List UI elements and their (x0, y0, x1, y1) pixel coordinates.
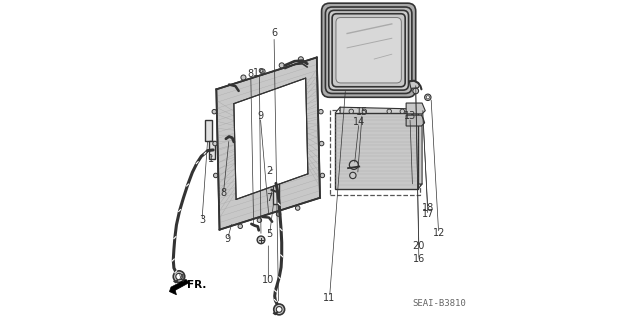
Circle shape (214, 173, 218, 178)
Circle shape (298, 57, 303, 62)
Bar (274, 164, 280, 182)
Text: 9: 9 (257, 111, 264, 122)
Bar (273, 184, 279, 204)
Text: 6: 6 (271, 28, 277, 39)
Polygon shape (170, 279, 189, 295)
Polygon shape (335, 113, 419, 189)
Circle shape (212, 109, 216, 114)
Text: 16: 16 (413, 254, 425, 264)
Text: 3: 3 (199, 215, 205, 225)
Circle shape (173, 271, 185, 282)
Polygon shape (410, 81, 420, 88)
Circle shape (257, 236, 265, 244)
Text: 10: 10 (262, 275, 275, 285)
FancyBboxPatch shape (325, 7, 412, 93)
Circle shape (274, 304, 285, 315)
Text: 7: 7 (266, 193, 273, 204)
Text: 13: 13 (404, 111, 416, 122)
Text: 14: 14 (353, 117, 365, 127)
Text: 11: 11 (323, 293, 336, 303)
Circle shape (319, 109, 323, 114)
Circle shape (349, 160, 358, 169)
Bar (209, 141, 215, 159)
Bar (340, 118, 413, 184)
Circle shape (349, 109, 353, 114)
Text: 17: 17 (422, 209, 434, 219)
Text: 19: 19 (253, 68, 266, 78)
Circle shape (260, 69, 265, 74)
Text: 1: 1 (208, 154, 214, 165)
Circle shape (296, 206, 300, 210)
Text: 9: 9 (225, 234, 230, 244)
Bar (330, 110, 420, 195)
Circle shape (276, 212, 281, 216)
Circle shape (424, 94, 431, 100)
Circle shape (387, 109, 392, 114)
Circle shape (400, 109, 404, 114)
Circle shape (276, 307, 282, 312)
Circle shape (413, 88, 419, 94)
Polygon shape (406, 103, 425, 114)
Text: 8: 8 (248, 69, 254, 79)
Circle shape (238, 224, 243, 228)
Text: 18: 18 (422, 203, 434, 213)
Text: 5: 5 (266, 228, 273, 239)
Circle shape (212, 141, 217, 146)
Circle shape (426, 96, 429, 99)
FancyBboxPatch shape (336, 18, 401, 83)
Text: 15: 15 (356, 107, 368, 117)
Bar (205, 120, 212, 141)
Text: SEAI-B3810: SEAI-B3810 (413, 299, 467, 308)
Text: 2: 2 (266, 166, 272, 176)
Text: 8: 8 (220, 188, 227, 198)
Text: 4: 4 (178, 274, 184, 284)
Polygon shape (216, 57, 320, 230)
Circle shape (349, 172, 356, 179)
FancyBboxPatch shape (329, 11, 408, 90)
Text: 12: 12 (433, 228, 445, 238)
Polygon shape (234, 78, 308, 199)
Polygon shape (340, 107, 422, 184)
Circle shape (319, 141, 324, 146)
Circle shape (362, 109, 367, 114)
Text: 20: 20 (413, 241, 425, 251)
Circle shape (320, 173, 324, 178)
Circle shape (241, 75, 246, 80)
Circle shape (176, 273, 182, 280)
Text: FR.: FR. (187, 280, 206, 290)
FancyBboxPatch shape (321, 3, 416, 97)
Polygon shape (406, 115, 424, 126)
Circle shape (257, 218, 262, 222)
FancyBboxPatch shape (332, 14, 405, 87)
Circle shape (279, 63, 284, 68)
